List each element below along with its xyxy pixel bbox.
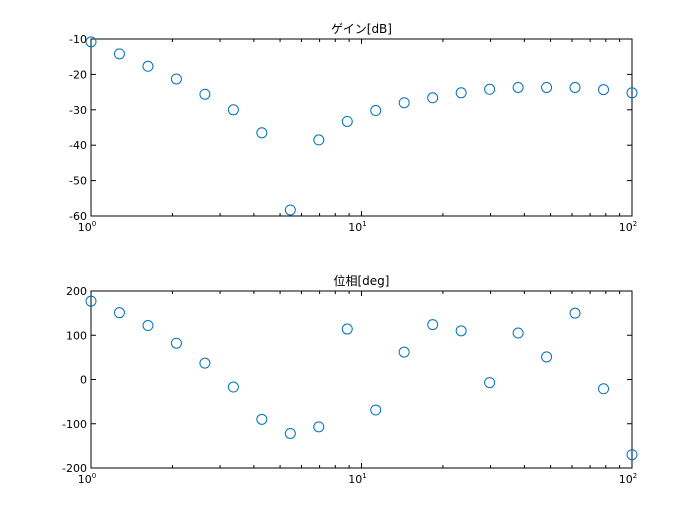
- phase-data-point: [170, 337, 182, 349]
- phase-data-point: [484, 377, 496, 389]
- gain-y-tick-label: -10: [69, 33, 87, 46]
- gain-x-tick-base: 10: [348, 221, 362, 234]
- gain-data-point: [569, 81, 581, 93]
- phase-axes-box: [90, 290, 633, 469]
- phase-x-tick-exponent: 2: [633, 472, 637, 480]
- gain-data-point: [256, 127, 268, 139]
- gain-y-tick-label: -40: [69, 139, 87, 152]
- gain-y-tick-label: -60: [69, 210, 87, 223]
- phase-data-point: [512, 327, 524, 339]
- phase-x-tick-base: 10: [78, 473, 92, 486]
- gain-x-tick-exponent: 2: [633, 220, 637, 228]
- phase-data-point: [256, 413, 268, 425]
- gain-data-point: [85, 36, 97, 48]
- gain-y-tick-label: -30: [69, 104, 87, 117]
- phase-x-tick-label: 101: [348, 472, 366, 486]
- phase-data-point: [626, 449, 638, 461]
- phase-x-tick-label: 102: [619, 472, 637, 486]
- phase-data-point: [598, 383, 610, 395]
- phase-data-point: [199, 357, 211, 369]
- gain-y-tick-label: -20: [69, 68, 87, 81]
- phase-data-point: [341, 323, 353, 335]
- phase-y-tick-label: 100: [66, 329, 87, 342]
- gain-y-tick-label: -50: [69, 175, 87, 188]
- gain-data-point: [484, 83, 496, 95]
- phase-y-tick-label: 200: [66, 285, 87, 298]
- phase-data-point: [569, 307, 581, 319]
- gain-data-point: [370, 105, 382, 117]
- gain-data-point: [455, 87, 467, 99]
- gain-data-point: [541, 81, 553, 93]
- gain-data-point: [284, 204, 296, 216]
- gain-data-point: [142, 60, 154, 72]
- phase-data-point: [455, 325, 467, 337]
- phase-x-tick-label: 100: [78, 472, 96, 486]
- phase-data-point: [398, 346, 410, 358]
- gain-x-tick-base: 10: [78, 221, 92, 234]
- phase-data-point: [227, 381, 239, 393]
- phase-x-tick-exponent: 0: [92, 472, 96, 480]
- gain-data-point: [170, 73, 182, 85]
- gain-data-point: [398, 97, 410, 109]
- phase-y-tick-label: 0: [80, 374, 87, 387]
- phase-x-tick-base: 10: [348, 473, 362, 486]
- phase-data-point: [370, 404, 382, 416]
- gain-x-tick-exponent: 0: [92, 220, 96, 228]
- phase-data-point: [85, 295, 97, 307]
- phase-x-tick-base: 10: [619, 473, 633, 486]
- gain-x-tick-exponent: 1: [362, 220, 366, 228]
- gain-data-point: [341, 115, 353, 127]
- gain-data-point: [427, 92, 439, 104]
- phase-chart-title: 位相[deg]: [334, 273, 390, 288]
- gain-x-tick-label: 100: [78, 220, 96, 234]
- gain-data-point: [626, 87, 638, 99]
- gain-data-point: [512, 81, 524, 93]
- gain-data-point: [227, 104, 239, 116]
- gain-chart-title: ゲイン[dB]: [331, 22, 392, 36]
- phase-data-point: [284, 427, 296, 439]
- gain-data-point: [113, 48, 125, 60]
- phase-y-tick-label: -200: [62, 462, 87, 475]
- phase-data-point: [427, 319, 439, 331]
- gain-x-tick-label: 101: [348, 220, 366, 234]
- gain-x-tick-base: 10: [619, 221, 633, 234]
- gain-data-point: [199, 88, 211, 100]
- gain-data-point: [313, 134, 325, 146]
- gain-axes-box: [90, 38, 633, 217]
- phase-y-tick-label: -100: [62, 418, 87, 431]
- gain-data-point: [598, 84, 610, 96]
- gain-x-tick-label: 102: [619, 220, 637, 234]
- phase-data-point: [313, 421, 325, 433]
- phase-x-tick-exponent: 1: [362, 472, 366, 480]
- phase-data-point: [142, 320, 154, 332]
- phase-data-point: [113, 307, 125, 319]
- phase-data-point: [541, 351, 553, 363]
